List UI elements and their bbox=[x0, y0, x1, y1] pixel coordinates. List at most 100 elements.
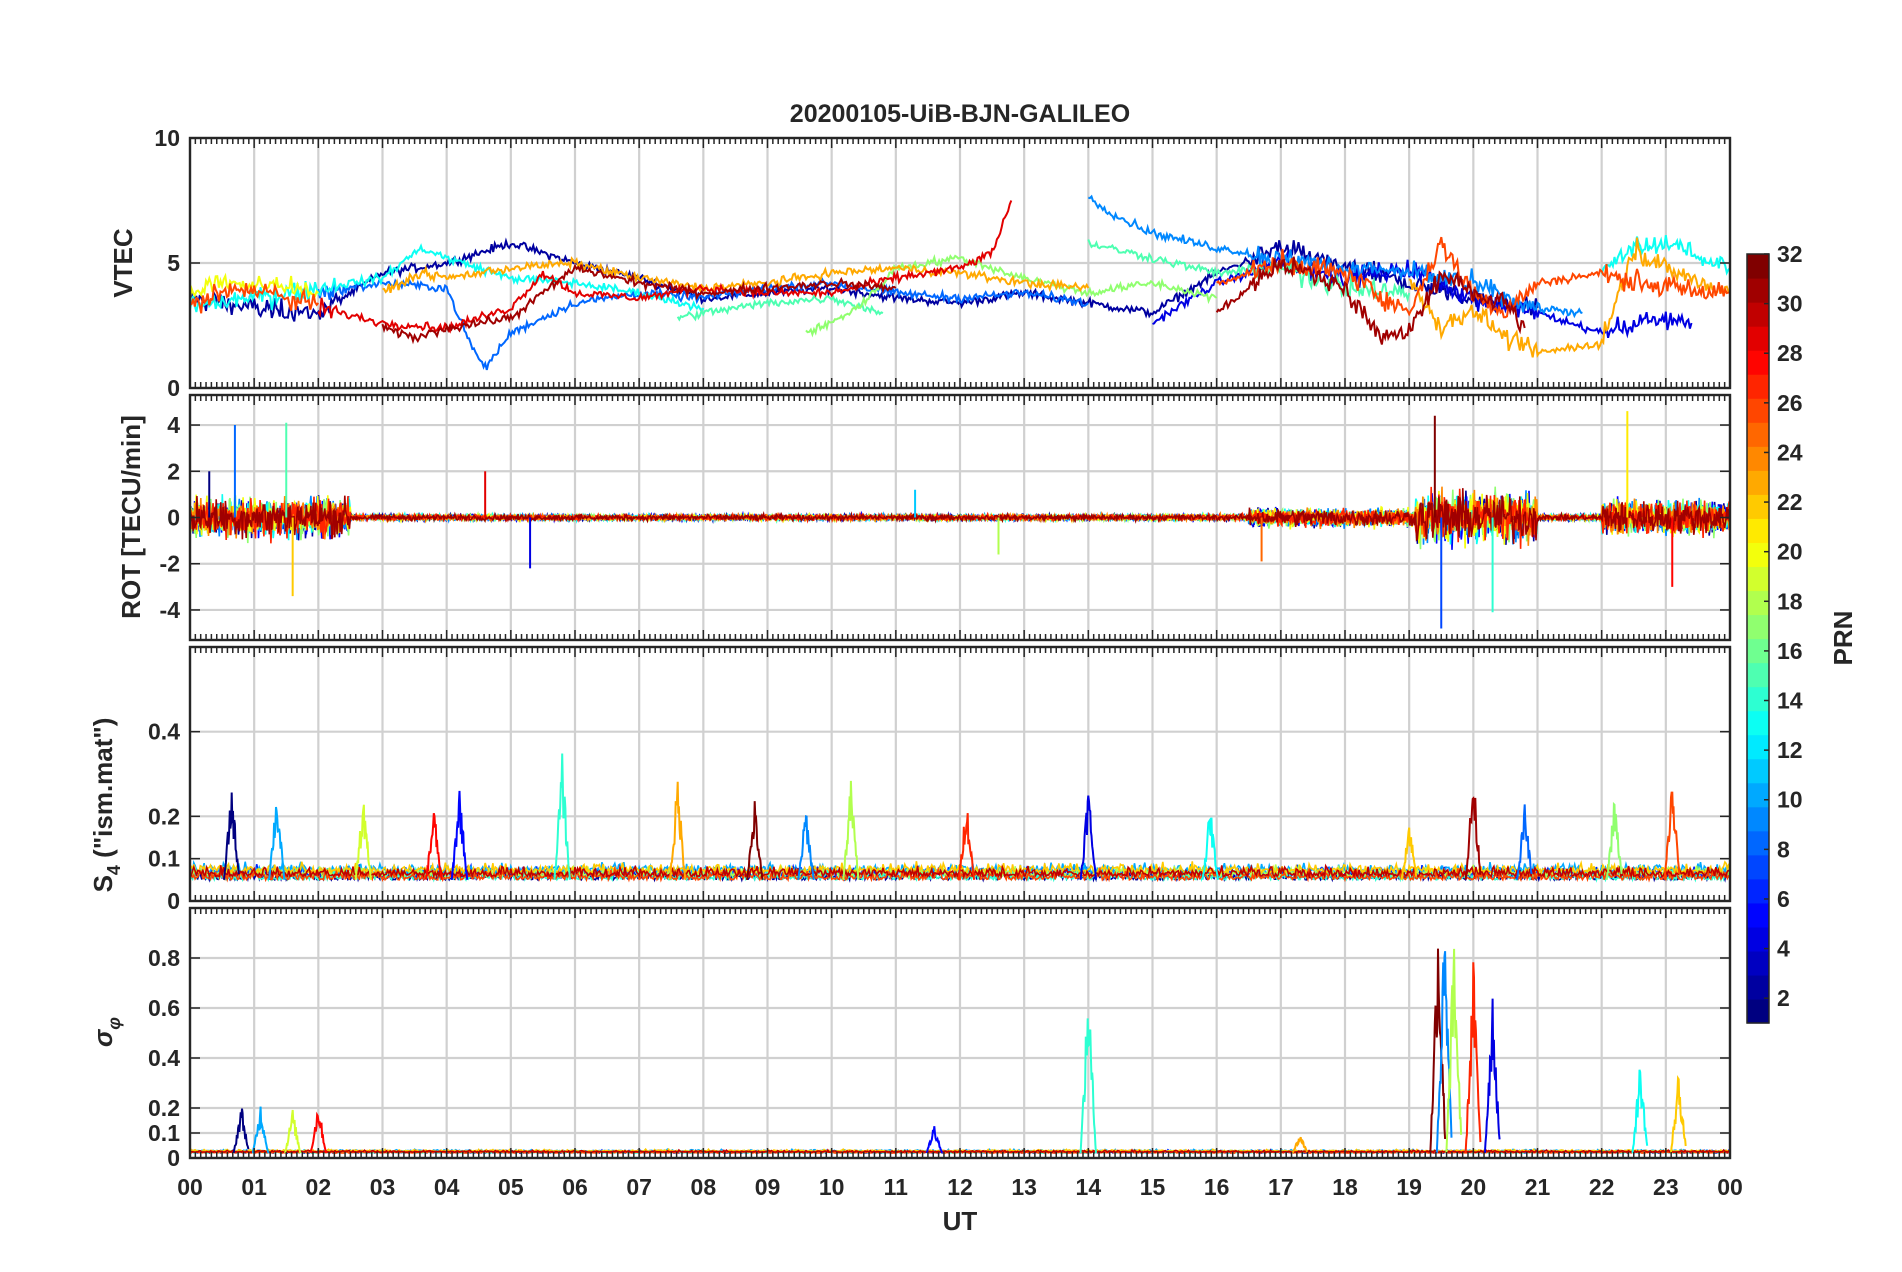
x-tick-label: 22 bbox=[1589, 1174, 1615, 1200]
x-tick-label: 21 bbox=[1525, 1174, 1551, 1200]
colorbar-swatch bbox=[1747, 998, 1769, 1024]
s4-peak bbox=[425, 812, 443, 880]
s4-peak bbox=[1079, 795, 1097, 880]
colorbar-tick-label: 6 bbox=[1777, 886, 1790, 912]
x-tick-label: 20 bbox=[1461, 1174, 1487, 1200]
vtec-series-prn-4 bbox=[1152, 250, 1693, 339]
s4-peak bbox=[957, 813, 976, 880]
sigma-phi-peak bbox=[1429, 948, 1447, 1154]
colorbar-swatch bbox=[1747, 326, 1769, 351]
colorbar-swatch bbox=[1747, 446, 1769, 471]
colorbar-tick-label: 4 bbox=[1777, 936, 1790, 962]
vtec-series-prn-13 bbox=[1600, 235, 1730, 276]
colorbar-swatch bbox=[1747, 350, 1769, 375]
sigma-phi-axis-label: σφ bbox=[88, 1017, 124, 1047]
y-tick-label: 2 bbox=[167, 458, 180, 484]
x-tick-label: 00 bbox=[1717, 1174, 1743, 1200]
colorbar-swatch bbox=[1747, 518, 1769, 543]
colorbar-tick-label: 24 bbox=[1777, 439, 1803, 465]
x-tick-label: 19 bbox=[1396, 1174, 1422, 1200]
colorbar-swatch bbox=[1747, 638, 1769, 664]
colorbar-swatch bbox=[1747, 302, 1769, 327]
x-tick-label: 01 bbox=[241, 1174, 267, 1200]
colorbar-tick-label: 2 bbox=[1777, 985, 1790, 1011]
y-tick-label: 0 bbox=[167, 888, 180, 914]
y-tick-label: -4 bbox=[160, 597, 181, 623]
y-tick-label: 0.2 bbox=[148, 803, 180, 829]
x-tick-label: 09 bbox=[755, 1174, 781, 1200]
vtec-series-prn-31 bbox=[381, 263, 897, 345]
vtec-series-prn-31 bbox=[1215, 256, 1526, 345]
x-tick-label: 06 bbox=[562, 1174, 588, 1200]
sigma-phi-peak bbox=[251, 1106, 270, 1154]
colorbar-swatch bbox=[1747, 662, 1769, 688]
y-tick-label: 5 bbox=[167, 250, 180, 276]
vtec-series-prn-29 bbox=[317, 200, 1013, 334]
colorbar-tick-label: 10 bbox=[1777, 787, 1803, 813]
y-tick-label: 0.8 bbox=[148, 945, 180, 971]
vtec-series-prn-26 bbox=[190, 282, 320, 314]
colorbar-swatch bbox=[1747, 710, 1769, 736]
y-tick-label: 0.1 bbox=[148, 1120, 180, 1146]
series-group bbox=[190, 753, 1730, 883]
rot-axis-label: ROT [TECU/min] bbox=[116, 415, 146, 619]
x-tick-label: 08 bbox=[691, 1174, 717, 1200]
colorbar-swatch bbox=[1747, 806, 1769, 832]
x-tick-label: 02 bbox=[306, 1174, 332, 1200]
colorbar-tick-label: 14 bbox=[1777, 688, 1803, 714]
colorbar-swatch bbox=[1747, 494, 1769, 519]
x-tick-label: 00 bbox=[177, 1174, 203, 1200]
s4-series-prn-26 bbox=[190, 865, 1730, 883]
s4-peak bbox=[450, 790, 469, 880]
colorbar-swatch bbox=[1747, 590, 1769, 616]
s4-peak bbox=[1201, 817, 1219, 880]
colorbar-tick-label: 12 bbox=[1777, 737, 1803, 763]
x-tick-label: 14 bbox=[1076, 1174, 1102, 1200]
x-tick-label: 17 bbox=[1268, 1174, 1294, 1200]
x-tick-label: 12 bbox=[947, 1174, 973, 1200]
vtec-series-prn-13 bbox=[190, 243, 705, 314]
colorbar-label: PRN bbox=[1828, 611, 1858, 666]
colorbar-tick-label: 18 bbox=[1777, 588, 1803, 614]
x-tick-label: 18 bbox=[1332, 1174, 1358, 1200]
y-tick-label: 0 bbox=[167, 1145, 180, 1171]
s4-peak bbox=[267, 806, 286, 880]
colorbar-swatch bbox=[1747, 470, 1769, 495]
svg-text:σφ: σφ bbox=[88, 1017, 124, 1047]
sigma-phi-panel: 00.10.2 0.4 0.6 0.8 bbox=[148, 906, 1732, 1171]
s4-peak bbox=[746, 801, 764, 880]
vtec-axis-label: VTEC bbox=[108, 228, 138, 298]
colorbar-swatch bbox=[1747, 758, 1769, 784]
colorbar-swatch bbox=[1747, 830, 1769, 856]
s4-peak bbox=[223, 792, 240, 880]
sigma-phi-peak bbox=[1079, 1018, 1097, 1154]
s4-peak bbox=[1516, 804, 1533, 880]
colorbar-swatch bbox=[1747, 878, 1769, 904]
s4-peak bbox=[1663, 791, 1681, 880]
colorbar-swatch bbox=[1747, 902, 1769, 928]
colorbar-tick-label: 26 bbox=[1777, 390, 1803, 416]
s4-peak bbox=[1464, 796, 1482, 880]
svg-text:PRN: PRN bbox=[1828, 611, 1858, 666]
x-tick-labels: 00 01 02 03 04 05 06 07 08 09 10 11 12 13 14 15 16 17 18 19… bbox=[177, 1174, 1743, 1200]
y-tick-label: 0.4 bbox=[148, 1045, 180, 1071]
y-tick-label: 0 bbox=[167, 375, 180, 401]
x-tick-label: 03 bbox=[370, 1174, 396, 1200]
sigma-phi-peak bbox=[1631, 1069, 1649, 1154]
y-tick-label: 0.2 bbox=[148, 1095, 180, 1121]
s4-panel: 0 0.1 0.2 0.4 bbox=[148, 645, 1732, 914]
y-tick-label: 10 bbox=[154, 125, 180, 151]
colorbar-swatch bbox=[1747, 374, 1769, 399]
x-tick-label: 13 bbox=[1011, 1174, 1037, 1200]
x-tick-label: 11 bbox=[884, 1174, 909, 1200]
y-tick-label: 0.4 bbox=[148, 719, 180, 745]
sigma-phi-peak bbox=[309, 1111, 327, 1154]
x-tick-label: 04 bbox=[434, 1174, 460, 1200]
rot-panel: -4 -2 0 2 4 bbox=[160, 393, 1732, 642]
colorbar-swatch bbox=[1747, 734, 1769, 760]
colorbar-swatch bbox=[1747, 566, 1769, 592]
colorbar-tick-label: 32 bbox=[1777, 241, 1803, 267]
vtec-series-prn-23 bbox=[1408, 237, 1730, 359]
colorbar-swatch bbox=[1747, 854, 1769, 880]
